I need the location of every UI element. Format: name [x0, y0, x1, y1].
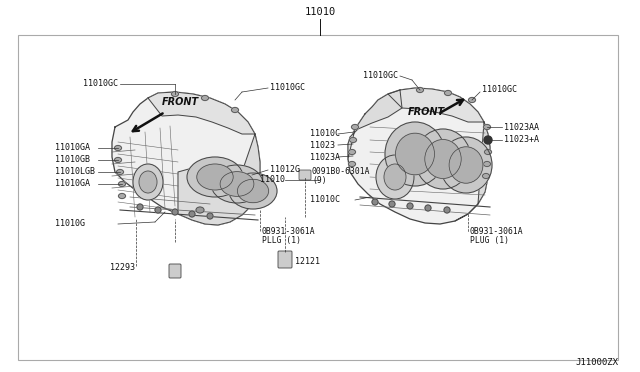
Ellipse shape: [483, 161, 490, 167]
Circle shape: [425, 205, 431, 211]
Text: 11023: 11023: [310, 141, 335, 150]
Ellipse shape: [220, 171, 254, 196]
Ellipse shape: [351, 125, 358, 129]
Text: 11010C: 11010C: [310, 196, 340, 205]
Polygon shape: [348, 88, 490, 224]
Text: 11023+A: 11023+A: [504, 135, 539, 144]
Ellipse shape: [396, 133, 435, 175]
Ellipse shape: [445, 90, 451, 96]
Polygon shape: [178, 134, 260, 225]
FancyBboxPatch shape: [299, 170, 311, 180]
Ellipse shape: [196, 207, 204, 213]
Bar: [18, 35, 618, 360]
Ellipse shape: [417, 87, 424, 93]
Ellipse shape: [116, 170, 124, 174]
Text: 11010GC: 11010GC: [83, 80, 118, 89]
Text: FRONT: FRONT: [162, 97, 199, 107]
Ellipse shape: [197, 164, 233, 190]
Text: 12121: 12121: [295, 257, 320, 266]
Text: (9): (9): [312, 176, 326, 186]
Circle shape: [444, 207, 450, 213]
Polygon shape: [348, 90, 402, 159]
Text: 11010GA: 11010GA: [55, 144, 90, 153]
Text: 11010LGB: 11010LGB: [55, 167, 95, 176]
Ellipse shape: [468, 97, 476, 103]
Text: 11010GB: 11010GB: [55, 155, 90, 164]
Text: 11023AA: 11023AA: [504, 122, 539, 131]
Circle shape: [155, 207, 161, 213]
Text: PLUG (1): PLUG (1): [470, 235, 509, 244]
Text: 11010: 11010: [305, 7, 335, 17]
Text: FRONT: FRONT: [408, 107, 445, 117]
Ellipse shape: [440, 137, 492, 193]
Ellipse shape: [118, 193, 125, 199]
Ellipse shape: [425, 140, 461, 179]
Circle shape: [207, 213, 213, 219]
Circle shape: [137, 204, 143, 210]
Ellipse shape: [187, 157, 243, 197]
Text: 11010G: 11010G: [55, 219, 85, 228]
Ellipse shape: [133, 164, 163, 200]
Text: 12293: 12293: [110, 263, 135, 272]
Circle shape: [389, 201, 395, 207]
Ellipse shape: [118, 182, 125, 186]
Text: 11010GA: 11010GA: [55, 180, 90, 189]
Ellipse shape: [139, 171, 157, 193]
FancyBboxPatch shape: [278, 251, 292, 268]
Ellipse shape: [484, 150, 492, 154]
Circle shape: [484, 136, 492, 144]
Text: 11010: 11010: [260, 176, 285, 185]
Text: 11012G: 11012G: [270, 166, 300, 174]
Text: J11000ZX: J11000ZX: [575, 358, 618, 367]
Ellipse shape: [232, 108, 239, 112]
Text: 0B931-3061A: 0B931-3061A: [262, 228, 316, 237]
Polygon shape: [388, 88, 484, 122]
Ellipse shape: [384, 164, 406, 190]
FancyBboxPatch shape: [169, 264, 181, 278]
Circle shape: [172, 209, 178, 215]
Ellipse shape: [211, 165, 263, 203]
Ellipse shape: [484, 138, 492, 142]
Circle shape: [189, 211, 195, 217]
Ellipse shape: [115, 145, 122, 151]
Polygon shape: [148, 92, 255, 134]
Ellipse shape: [237, 179, 269, 203]
Ellipse shape: [483, 125, 490, 129]
Ellipse shape: [376, 155, 414, 199]
Text: PLLG (1): PLLG (1): [262, 235, 301, 244]
Polygon shape: [455, 122, 490, 221]
Ellipse shape: [229, 173, 277, 209]
Circle shape: [372, 199, 378, 205]
Ellipse shape: [349, 150, 355, 154]
Circle shape: [407, 203, 413, 209]
Ellipse shape: [349, 138, 356, 142]
Ellipse shape: [115, 157, 122, 163]
Ellipse shape: [385, 122, 445, 186]
Ellipse shape: [449, 147, 483, 183]
Text: 11010GC: 11010GC: [482, 86, 517, 94]
Text: 0B931-3061A: 0B931-3061A: [470, 228, 524, 237]
Text: 11023A: 11023A: [310, 153, 340, 161]
Text: 11010GC: 11010GC: [270, 83, 305, 93]
Ellipse shape: [349, 161, 355, 167]
Ellipse shape: [483, 173, 490, 179]
Polygon shape: [112, 92, 260, 225]
Ellipse shape: [415, 129, 471, 189]
Ellipse shape: [202, 96, 209, 100]
Text: 11010GC: 11010GC: [363, 71, 398, 80]
Ellipse shape: [172, 92, 179, 96]
Text: 11010C: 11010C: [310, 129, 340, 138]
Text: 0091B0-6301A: 0091B0-6301A: [312, 167, 371, 176]
